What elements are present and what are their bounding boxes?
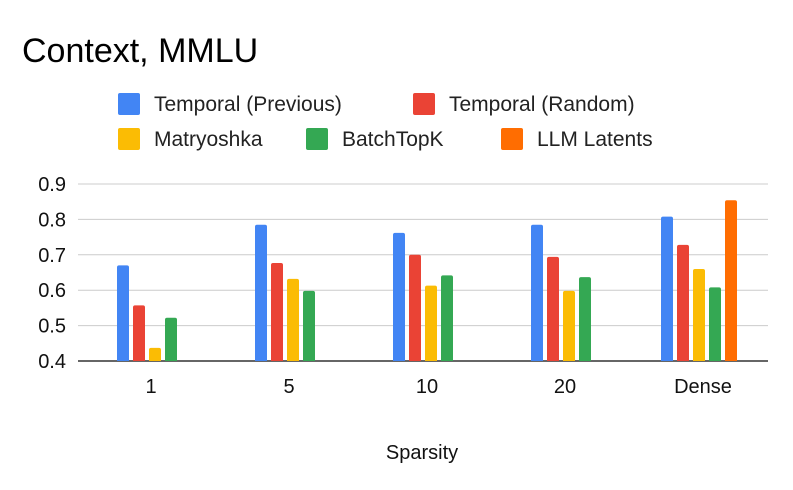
y-tick-label: 0.7 <box>38 245 66 267</box>
bar-matryoshka-dense <box>693 268 705 361</box>
bar-matryoshka-1 <box>149 347 161 361</box>
x-axis-title: Sparsity <box>386 442 458 464</box>
bar-temporal-random-1 <box>133 305 145 361</box>
bar-temporal-previous-1 <box>117 265 129 361</box>
bar-temporal-random-5 <box>271 262 283 361</box>
x-tick-label: 10 <box>416 376 438 398</box>
x-tick-label: 20 <box>554 376 576 398</box>
x-tick-label: 5 <box>283 376 294 398</box>
bar-temporal-previous-20 <box>531 224 543 361</box>
x-tick-label: 1 <box>145 376 156 398</box>
bar-matryoshka-10 <box>425 285 437 361</box>
x-axis-ticks: 1 5 10 20 Dense <box>145 376 731 398</box>
legend-label: BatchTopK <box>342 128 444 151</box>
y-tick-label: 0.6 <box>38 280 66 302</box>
bar-llm-latents-dense <box>725 200 737 361</box>
y-tick-label: 0.8 <box>38 209 66 231</box>
bar-batchtopk-1 <box>165 317 177 361</box>
legend-label: Temporal (Random) <box>449 93 635 116</box>
legend-swatch <box>306 128 328 150</box>
bar-temporal-previous-10 <box>393 232 405 361</box>
legend-item: LLM Latents <box>501 128 653 151</box>
x-tick-label: Dense <box>674 376 732 398</box>
y-tick-label: 0.4 <box>38 351 66 373</box>
bar-batchtopk-5 <box>303 290 315 361</box>
legend-label: Matryoshka <box>154 128 263 151</box>
y-tick-label: 0.9 <box>38 174 66 196</box>
legend-swatch <box>118 93 140 115</box>
legend: Temporal (Previous) Temporal (Random) Matr… <box>118 93 653 151</box>
legend-item: Temporal (Random) <box>413 93 635 116</box>
legend-swatch <box>413 93 435 115</box>
bar-matryoshka-5 <box>287 278 299 361</box>
legend-swatch <box>118 128 140 150</box>
chart-title: Context, MMLU <box>22 32 258 70</box>
bar-batchtopk-10 <box>441 275 453 361</box>
bar-temporal-previous-5 <box>255 224 267 361</box>
legend-item: Matryoshka <box>118 128 263 151</box>
legend-item: BatchTopK <box>306 128 444 151</box>
bar-temporal-random-10 <box>409 254 421 361</box>
bar-matryoshka-20 <box>563 290 575 361</box>
bar-batchtopk-dense <box>709 287 721 361</box>
gridlines <box>78 183 768 362</box>
bar-temporal-previous-dense <box>661 216 673 361</box>
y-axis-ticks: 0.4 0.5 0.6 0.7 0.8 0.9 <box>38 174 66 373</box>
y-tick-label: 0.5 <box>38 316 66 338</box>
legend-item: Temporal (Previous) <box>118 93 342 116</box>
bar-temporal-random-dense <box>677 244 689 361</box>
legend-swatch <box>501 128 523 150</box>
legend-label: LLM Latents <box>537 128 653 151</box>
legend-label: Temporal (Previous) <box>154 93 342 116</box>
bar-temporal-random-20 <box>547 256 559 361</box>
bars <box>117 200 737 361</box>
bar-batchtopk-20 <box>579 277 591 361</box>
